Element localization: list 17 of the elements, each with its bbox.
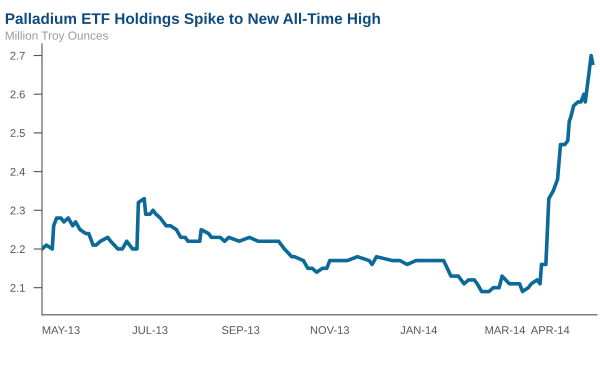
y-tick-label: 2.7 [10,52,25,60]
x-tick-label: SEP-13 [222,326,260,334]
y-tick-label: 2.6 [10,90,25,98]
x-tick-label: NOV-13 [310,326,349,334]
x-tick-label: JAN-14 [400,326,438,334]
x-tick-label: MAY-13 [42,326,80,334]
y-tick-label: 2.2 [10,245,25,254]
chart-subtitle: Million Troy Ounces [6,31,108,42]
x-tick-label: APR-14 [530,326,570,334]
y-tick-label: 2.1 [10,284,25,292]
y-tick-label: 2.3 [10,206,25,214]
line-series [42,54,594,294]
x-tick-label: JUL-13 [132,326,168,334]
chart-title: Palladium ETF Holdings Spike to New All-Time High [6,12,380,28]
x-tick-label: MAR-14 [486,326,526,334]
y-tick-label: 2.4 [10,168,26,176]
y-tick-label: 2.5 [10,129,25,138]
